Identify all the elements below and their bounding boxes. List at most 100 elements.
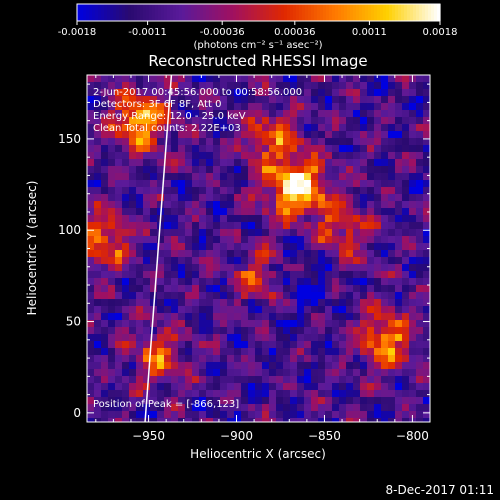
heatmap-pixel	[255, 313, 263, 321]
heatmap-pixel	[206, 194, 214, 202]
heatmap-pixel	[227, 313, 235, 321]
heatmap-pixel	[178, 292, 186, 300]
heatmap-pixel	[220, 250, 228, 258]
heatmap-pixel	[423, 145, 430, 153]
heatmap-pixel	[108, 376, 116, 384]
heatmap-pixel	[290, 320, 298, 328]
heatmap-pixel	[192, 138, 200, 146]
heatmap-pixel	[143, 250, 151, 258]
heatmap-pixel	[157, 131, 165, 139]
heatmap-pixel	[423, 215, 430, 223]
heatmap-pixel	[381, 355, 389, 363]
heatmap-pixel	[122, 201, 130, 209]
heatmap-pixel	[269, 299, 277, 307]
heatmap-pixel	[388, 124, 396, 132]
heatmap-pixel	[206, 103, 214, 111]
heatmap-pixel	[311, 334, 319, 342]
heatmap-pixel	[94, 201, 102, 209]
heatmap-pixel	[388, 369, 396, 377]
heatmap-pixel	[297, 257, 305, 265]
heatmap-pixel	[192, 201, 200, 209]
heatmap-pixel	[290, 96, 298, 104]
heatmap-pixel	[297, 341, 305, 349]
heatmap-pixel	[101, 334, 109, 342]
heatmap-pixel	[241, 404, 249, 412]
heatmap-pixel	[290, 159, 298, 167]
heatmap-pixel	[241, 320, 249, 328]
heatmap-pixel	[101, 327, 109, 335]
heatmap-pixel	[122, 131, 130, 139]
heatmap-pixel	[87, 383, 95, 391]
heatmap-pixel	[388, 250, 396, 258]
heatmap-pixel	[241, 187, 249, 195]
heatmap-pixel	[353, 313, 361, 321]
heatmap-pixel	[227, 327, 235, 335]
heatmap-pixel	[115, 313, 123, 321]
heatmap-pixel	[255, 194, 263, 202]
heatmap-pixel	[332, 404, 340, 412]
heatmap-pixel	[360, 264, 368, 272]
heatmap-pixel	[423, 103, 430, 111]
heatmap-pixel	[241, 355, 249, 363]
heatmap-pixel	[171, 215, 179, 223]
heatmap-pixel	[297, 404, 305, 412]
heatmap-pixel	[192, 173, 200, 181]
heatmap-pixel	[87, 194, 95, 202]
colorbar-cell	[383, 4, 387, 21]
heatmap-pixel	[171, 194, 179, 202]
heatmap-pixel	[122, 187, 130, 195]
heatmap-pixel	[339, 383, 347, 391]
heatmap-pixel	[122, 215, 130, 223]
heatmap-pixel	[374, 201, 382, 209]
colorbar-cell	[371, 4, 375, 21]
heatmap-pixel	[269, 166, 277, 174]
heatmap-pixel	[402, 369, 410, 377]
heatmap-pixel	[339, 369, 347, 377]
heatmap-pixel	[220, 271, 228, 279]
heatmap-pixel	[346, 383, 354, 391]
colorbar-cell	[332, 4, 336, 21]
heatmap-pixel	[185, 96, 193, 104]
colorbar-cell	[86, 4, 90, 21]
heatmap-pixel	[178, 376, 186, 384]
heatmap-pixel	[94, 96, 102, 104]
heatmap-pixel	[213, 348, 221, 356]
heatmap-pixel	[241, 306, 249, 314]
heatmap-pixel	[192, 222, 200, 230]
heatmap-pixel	[213, 166, 221, 174]
heatmap-pixel	[108, 327, 116, 335]
heatmap-pixel	[325, 292, 333, 300]
heatmap-pixel	[409, 152, 417, 160]
heatmap-pixel	[346, 348, 354, 356]
heatmap-pixel	[234, 215, 242, 223]
heatmap-pixel	[108, 103, 116, 111]
heatmap-pixel	[157, 145, 165, 153]
heatmap-pixel	[290, 145, 298, 153]
heatmap-pixel	[360, 418, 368, 422]
heatmap-pixel	[346, 152, 354, 160]
heatmap-pixel	[178, 124, 186, 132]
heatmap-pixel	[171, 110, 179, 118]
heatmap-pixel	[332, 348, 340, 356]
heatmap-pixel	[360, 243, 368, 251]
heatmap-pixel	[178, 257, 186, 265]
heatmap-pixel	[129, 236, 137, 244]
heatmap-pixel	[122, 180, 130, 188]
heatmap-pixel	[374, 250, 382, 258]
heatmap-pixel	[381, 299, 389, 307]
heatmap-pixel	[423, 236, 430, 244]
heatmap-pixel	[94, 383, 102, 391]
heatmap-pixel	[262, 313, 270, 321]
heatmap-pixel	[416, 292, 424, 300]
heatmap-pixel	[332, 180, 340, 188]
heatmap-pixel	[115, 369, 123, 377]
heatmap-pixel	[346, 187, 354, 195]
heatmap-pixel	[423, 418, 430, 422]
heatmap-pixel	[248, 110, 256, 118]
heatmap-pixel	[255, 159, 263, 167]
heatmap-pixel	[227, 271, 235, 279]
heatmap-pixel	[164, 250, 172, 258]
heatmap-pixel	[199, 320, 207, 328]
heatmap-pixel	[206, 306, 214, 314]
heatmap-pixel	[297, 264, 305, 272]
